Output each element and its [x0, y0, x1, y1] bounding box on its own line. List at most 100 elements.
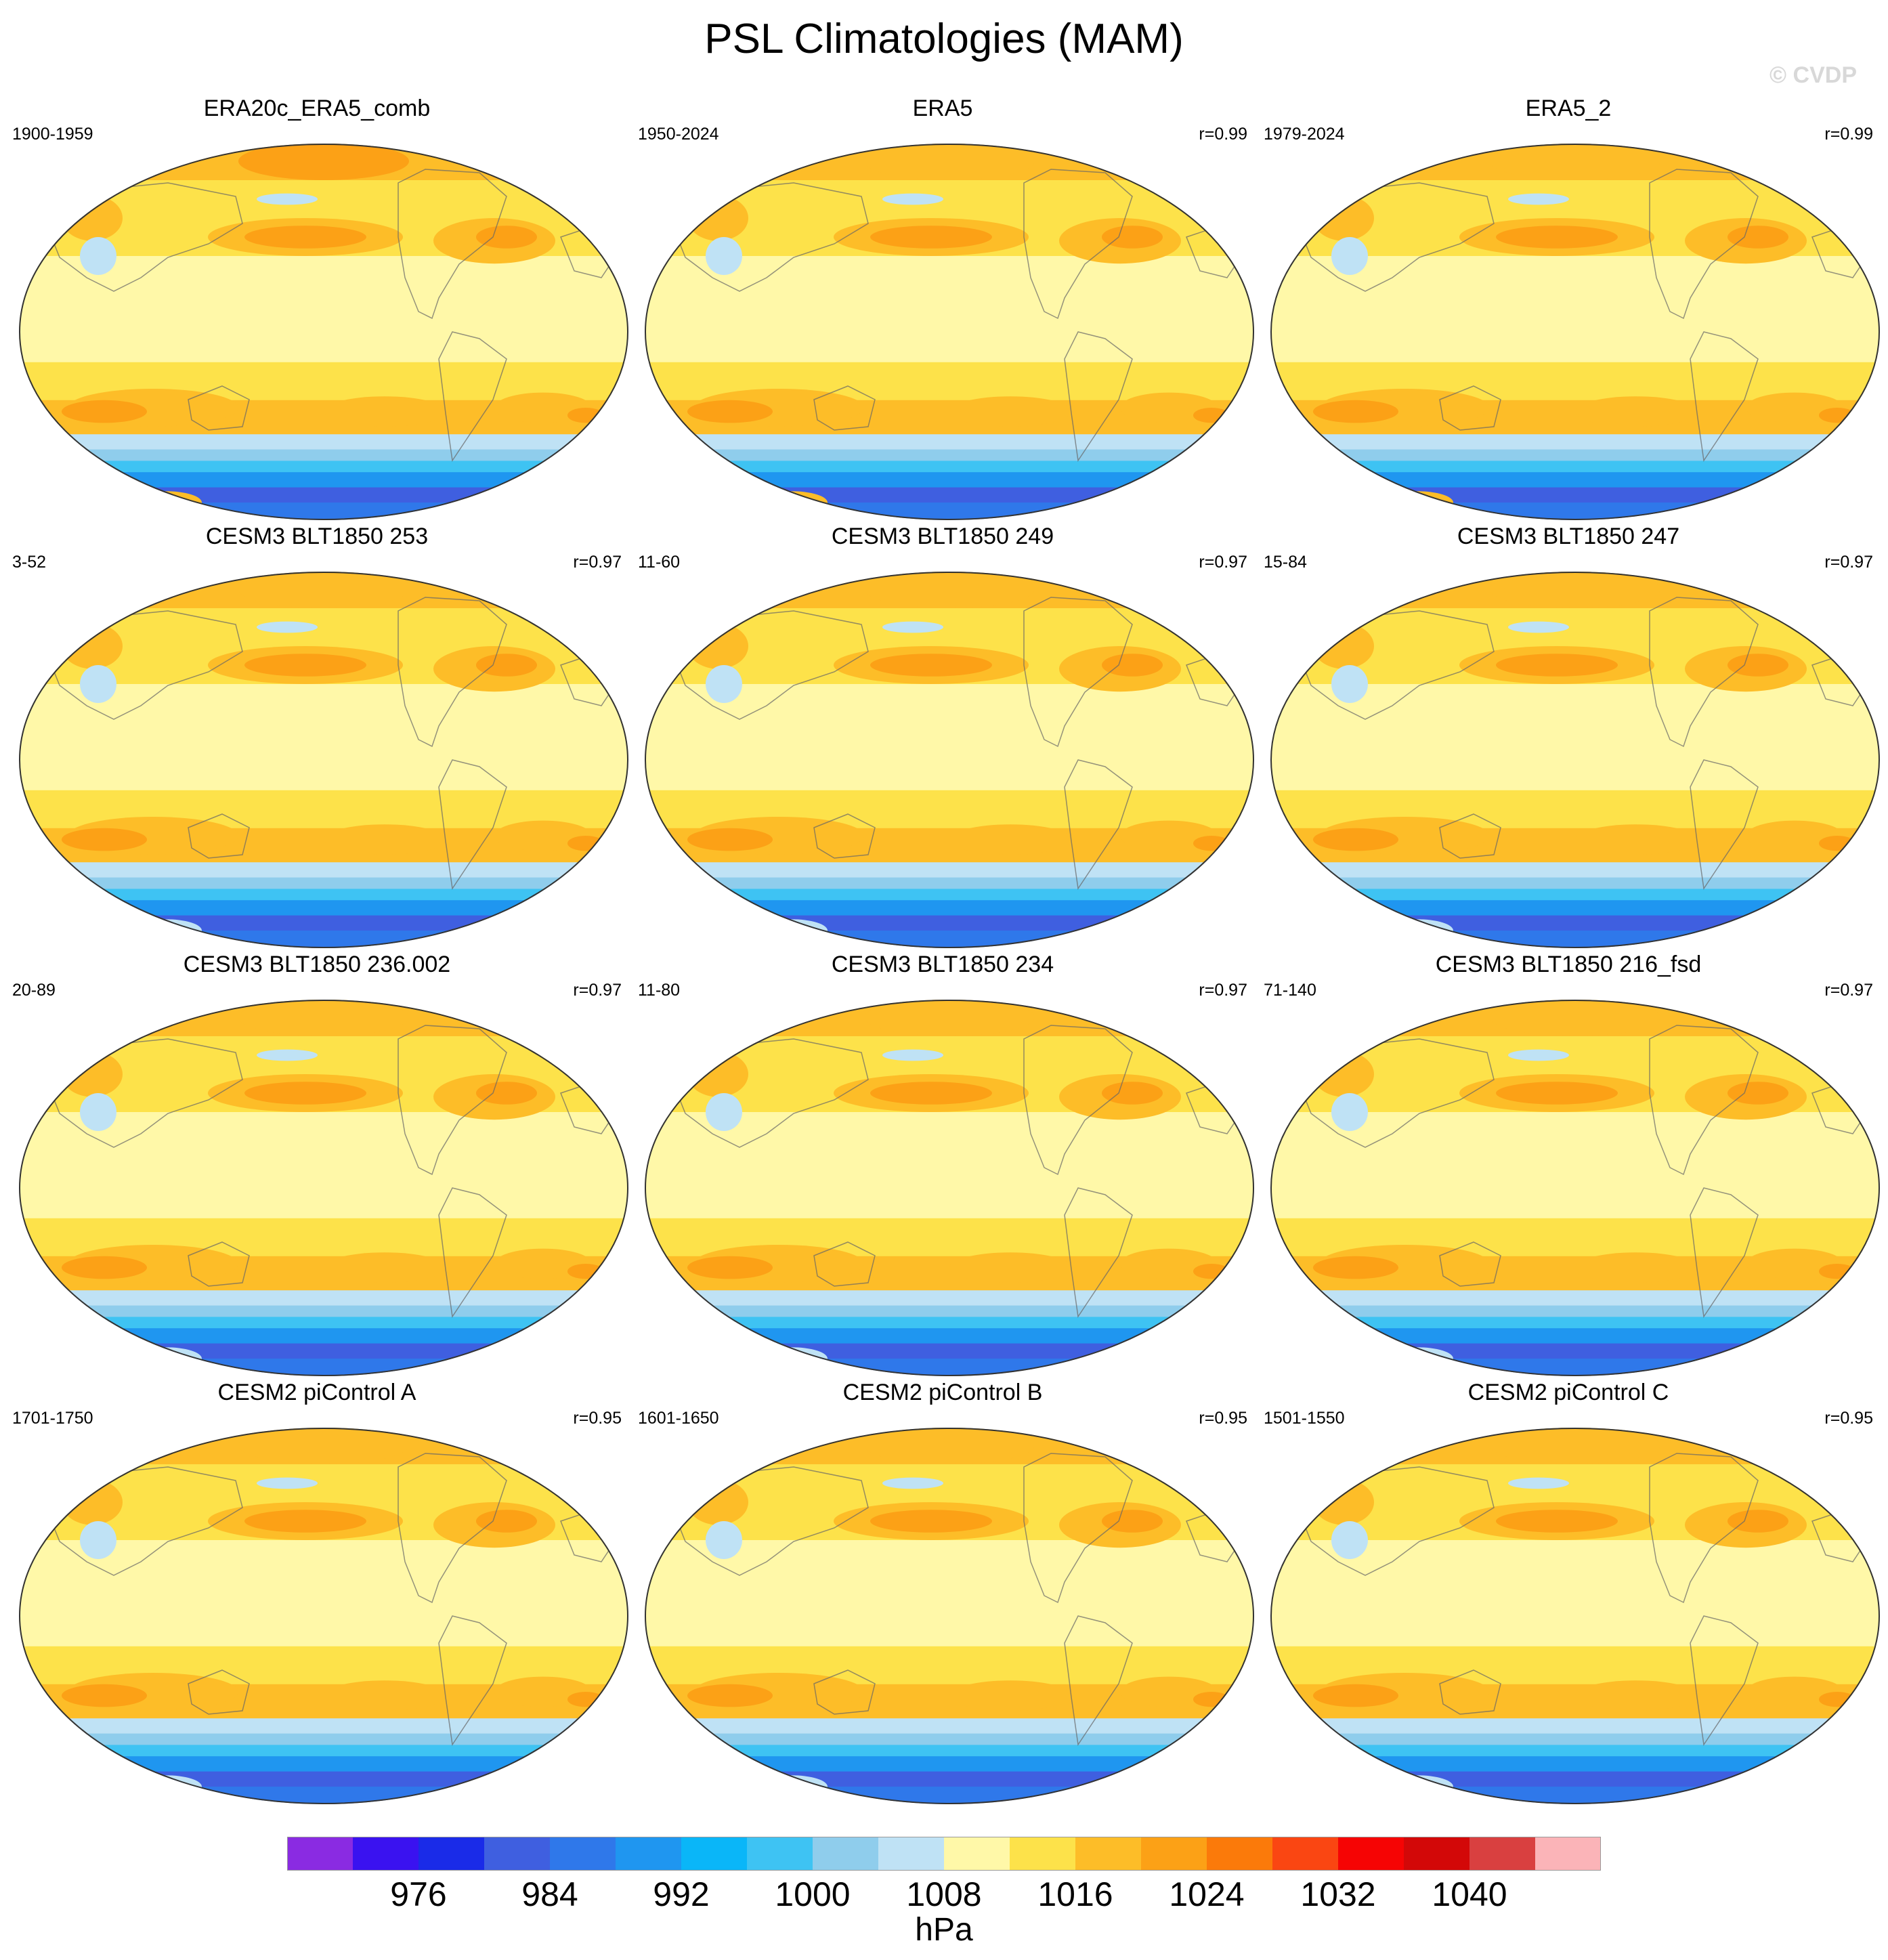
pressure-band — [1270, 900, 1880, 916]
pressure-feature — [1313, 1051, 1374, 1097]
colorbar-tick-label: 1016 — [1037, 1875, 1113, 1913]
colorbar-tick-label: 1040 — [1432, 1875, 1507, 1913]
pressure-band — [1270, 1733, 1880, 1746]
coastline — [1023, 1453, 1133, 1604]
pressure-feature — [1508, 193, 1569, 205]
coastline — [398, 597, 507, 748]
high-pressure-cell — [949, 824, 1071, 855]
panel-title: CESM3 BLT1850 236.002 — [183, 952, 451, 977]
coastline — [438, 1615, 507, 1747]
pressure-band — [19, 487, 628, 503]
pressure-feature — [62, 195, 123, 241]
high-pressure-cell — [62, 400, 147, 423]
pressure-band — [19, 900, 628, 916]
map-panel: CESM3 BLT1850 236.002 20-89 r=0.97 — [12, 951, 635, 1378]
pressure-band — [1270, 461, 1880, 473]
coastline — [398, 1453, 507, 1604]
pressure-band — [19, 1733, 628, 1746]
coastline — [1439, 385, 1501, 431]
pressure-feature — [80, 665, 116, 703]
pressure-feature — [882, 621, 943, 633]
map-outline — [645, 1428, 1254, 1804]
pressure-feature — [238, 572, 409, 608]
panel-title: CESM2 piControl B — [842, 1380, 1043, 1405]
pressure-feature — [257, 1049, 318, 1061]
pressure-band — [645, 256, 1254, 363]
pressure-band — [19, 1343, 628, 1359]
pressure-feature — [1144, 1445, 1181, 1468]
high-pressure-cell — [244, 226, 366, 249]
pressure-band — [645, 487, 1254, 503]
colorbar-swatch — [287, 1837, 353, 1871]
coastline — [1690, 331, 1759, 463]
panel-correlation: r=0.99 — [1824, 125, 1873, 144]
pressure-band — [645, 684, 1254, 791]
panel-years: 11-60 — [638, 553, 681, 572]
panel-correlation: r=0.95 — [1824, 1409, 1873, 1428]
pressure-band — [1270, 915, 1880, 931]
pressure-feature — [754, 919, 828, 942]
watermark: © CVDP — [1769, 62, 1857, 88]
pressure-band — [19, 931, 628, 948]
colorbar-tick-label: 992 — [653, 1875, 710, 1913]
colorbar-swatch — [1075, 1837, 1142, 1871]
coastline — [1690, 1615, 1759, 1747]
coastline — [438, 759, 507, 891]
pressure-feature — [257, 1477, 318, 1489]
pressure-band — [645, 472, 1254, 488]
map-panel: CESM2 piControl B 1601-1650 r=0.95 — [638, 1379, 1261, 1806]
map-panel: CESM3 BLT1850 216_fsd 71-140 r=0.97 — [1264, 951, 1887, 1378]
coastline — [1690, 759, 1759, 891]
pressure-band — [19, 1771, 628, 1787]
pressure-feature — [1770, 589, 1807, 612]
high-pressure-cell — [1819, 1264, 1855, 1279]
coastline — [671, 1038, 869, 1148]
high-pressure-cell — [1728, 1082, 1788, 1105]
panel-correlation: r=0.95 — [1199, 1409, 1247, 1428]
coastline — [45, 610, 243, 720]
high-pressure-cell — [324, 824, 446, 855]
high-pressure-cell — [324, 396, 446, 427]
pressure-feature — [864, 1000, 1035, 1036]
pressure-band — [1270, 1756, 1880, 1772]
pressure-band — [19, 1328, 628, 1344]
colorbar-border — [287, 1837, 1601, 1871]
coastline — [1023, 1025, 1133, 1176]
map-panel: CESM3 BLT1850 253 3-52 r=0.97 — [12, 523, 635, 950]
panel-years: 15-84 — [1264, 553, 1307, 572]
pressure-band — [19, 1787, 628, 1804]
high-pressure-cell — [870, 1510, 992, 1533]
pressure-band — [1270, 1328, 1880, 1344]
pressure-band — [1270, 1290, 1880, 1306]
coastline — [1297, 182, 1495, 292]
coastline — [813, 1669, 876, 1715]
colorbar-swatch — [1272, 1837, 1339, 1871]
psl-map — [645, 1000, 1254, 1376]
pressure-band — [645, 449, 1254, 462]
map-panel: CESM3 BLT1850 234 11-80 r=0.97 — [638, 951, 1261, 1378]
pressure-band — [1270, 1718, 1880, 1734]
high-pressure-cell — [1102, 654, 1163, 677]
pressure-feature — [1144, 1017, 1181, 1040]
pressure-band — [645, 1756, 1254, 1772]
pressure-band — [645, 1787, 1254, 1804]
panel-title: CESM3 BLT1850 216_fsd — [1435, 952, 1702, 977]
pressure-band — [1270, 1771, 1880, 1787]
psl-map — [19, 1000, 628, 1376]
colorbar-swatch — [1141, 1837, 1207, 1871]
panel-correlation: r=0.99 — [1199, 125, 1247, 144]
coastline — [45, 182, 243, 292]
pressure-feature — [687, 1051, 748, 1097]
pressure-feature — [706, 1093, 742, 1131]
high-pressure-cell — [1102, 1510, 1163, 1533]
map-outline — [19, 572, 628, 948]
panel-title: ERA20c_ERA5_comb — [203, 95, 431, 121]
pressure-band — [19, 449, 628, 462]
panel-correlation: r=0.97 — [573, 553, 622, 572]
colorbar-swatch — [813, 1837, 879, 1871]
pressure-band — [645, 900, 1254, 916]
map-outline — [19, 144, 628, 520]
coastline — [398, 1025, 507, 1176]
high-pressure-cell — [476, 226, 537, 249]
panel-years: 1701-1750 — [12, 1409, 93, 1428]
